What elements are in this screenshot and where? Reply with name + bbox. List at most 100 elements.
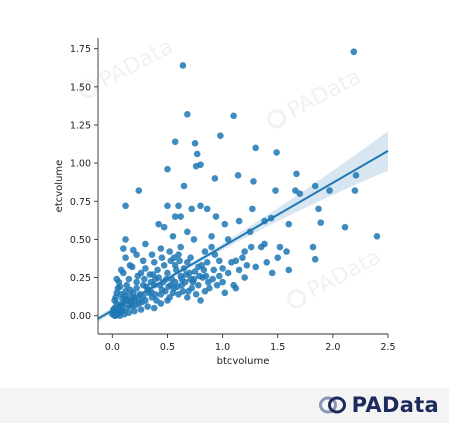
data-point: [197, 297, 204, 304]
data-point: [122, 202, 129, 210]
data-point: [176, 257, 183, 265]
data-point: [184, 294, 191, 301]
watermark-logo-icon: [267, 109, 287, 129]
brand-logo[interactable]: PAData: [318, 393, 439, 417]
data-point: [249, 205, 256, 213]
y-tick-label: 1.25: [70, 120, 91, 131]
watermark: PAData: [267, 64, 365, 129]
data-point: [232, 284, 240, 292]
data-point: [203, 205, 211, 213]
data-point: [221, 220, 229, 228]
data-point: [211, 175, 219, 182]
data-point: [111, 297, 118, 304]
data-point: [177, 213, 184, 220]
data-point: [179, 62, 187, 69]
data-point: [326, 187, 333, 194]
data-point: [187, 254, 194, 262]
data-point: [203, 258, 211, 266]
data-point: [164, 202, 171, 210]
data-point: [209, 275, 216, 283]
data-point: [192, 162, 200, 170]
data-point: [341, 223, 349, 231]
y-axis-label: etcvolume: [54, 160, 65, 213]
data-point: [148, 251, 156, 258]
data-point: [113, 275, 121, 283]
x-tick-label: 2.0: [325, 342, 340, 353]
data-point: [293, 170, 300, 178]
y-tick-label: 0.75: [70, 197, 91, 208]
data-point: [274, 254, 282, 262]
watermark: PAData: [79, 34, 177, 99]
data-point: [232, 257, 240, 265]
x-tick-label: 1.5: [270, 342, 285, 353]
data-point: [123, 281, 130, 289]
data-point: [169, 233, 177, 240]
data-point: [351, 187, 359, 194]
data-point: [154, 266, 161, 274]
data-point: [311, 182, 319, 190]
data-point: [235, 266, 243, 274]
data-point: [129, 289, 137, 297]
data-point: [196, 272, 203, 280]
data-point: [144, 303, 151, 310]
data-point: [174, 283, 181, 291]
data-point: [146, 271, 154, 278]
footer-bar: PAData: [0, 388, 449, 423]
data-point: [315, 205, 322, 213]
data-point: [160, 262, 168, 269]
data-point: [157, 245, 165, 252]
data-point: [122, 254, 129, 262]
padata-logo-icon: [318, 396, 346, 414]
data-point: [190, 236, 198, 243]
data-point: [239, 254, 246, 262]
data-point: [150, 258, 158, 266]
data-point: [192, 291, 200, 298]
watermark-text: PAData: [283, 64, 365, 123]
data-point: [224, 269, 232, 277]
data-point: [175, 202, 182, 210]
data-point: [217, 132, 224, 139]
data-point: [208, 243, 215, 251]
y-tick-label: 0.25: [70, 273, 91, 284]
data-point: [113, 289, 121, 297]
data-point: [197, 202, 204, 210]
data-point: [276, 243, 284, 251]
data-point: [219, 278, 226, 286]
data-point: [250, 178, 257, 185]
data-point: [208, 233, 215, 240]
watermark-logo-icon: [79, 79, 99, 99]
data-point: [263, 258, 271, 266]
data-point: [268, 269, 276, 277]
data-point: [191, 268, 199, 275]
y-tick-label: 0.00: [70, 311, 91, 322]
data-point: [139, 257, 147, 265]
data-point: [120, 245, 127, 252]
x-tick-label: 0.0: [105, 342, 120, 353]
y-tick-label: 0.50: [70, 235, 91, 246]
data-point: [252, 144, 259, 152]
data-point: [131, 307, 138, 315]
brand-name: PAData: [351, 393, 439, 417]
data-point: [182, 271, 190, 278]
x-tick-label: 0.5: [160, 342, 175, 353]
data-point: [171, 262, 179, 269]
data-point: [170, 254, 178, 262]
data-point: [185, 287, 192, 295]
data-point: [198, 262, 205, 269]
data-point: [177, 243, 184, 251]
data-point: [373, 233, 381, 240]
data-point: [212, 213, 220, 220]
data-point: [273, 149, 280, 156]
data-point: [164, 297, 171, 304]
x-tick-label: 1.0: [215, 342, 230, 353]
data-point: [201, 287, 209, 295]
data-point: [142, 240, 149, 248]
data-point: [166, 248, 173, 255]
regression-line: [97, 150, 389, 320]
data-point: [188, 205, 196, 213]
data-point: [180, 182, 188, 190]
data-point: [122, 236, 129, 243]
data-point: [241, 248, 248, 255]
data-point: [215, 257, 223, 265]
data-point: [178, 275, 186, 283]
